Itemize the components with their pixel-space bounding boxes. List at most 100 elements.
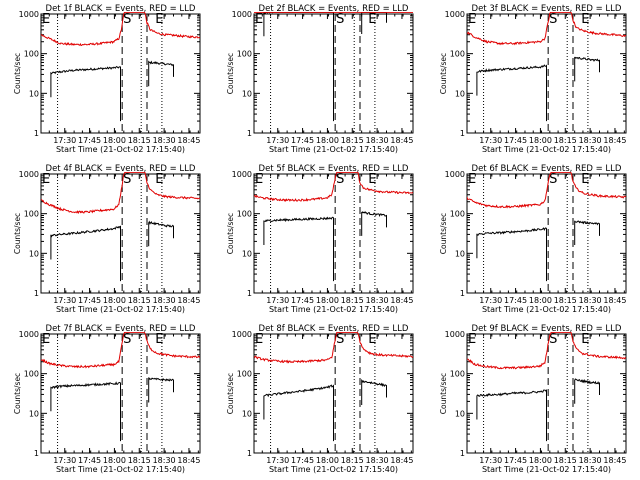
y-tick-label: 10 bbox=[29, 89, 39, 98]
x-tick-label: 18:15 bbox=[341, 456, 364, 465]
end-marker: E bbox=[368, 332, 376, 347]
y-tick-label: 1 bbox=[34, 449, 39, 458]
plot-frame bbox=[253, 173, 414, 294]
plot-frame bbox=[466, 13, 627, 134]
detector-panel-7: Det 7f BLACK = Events, RED = LLD 1 10 100 10… bbox=[13, 324, 201, 474]
end-marker: E bbox=[368, 12, 376, 27]
panel-title: Det 5f BLACK = Events, RED = LLD bbox=[259, 164, 409, 174]
events-line-seg-2 bbox=[574, 56, 600, 82]
x-tick-label: 18:30 bbox=[153, 296, 176, 305]
panel-series bbox=[467, 172, 626, 282]
y-tick-label: 10 bbox=[242, 409, 252, 418]
panel-title: Det 7f BLACK = Events, RED = LLD bbox=[46, 324, 196, 334]
x-tick-label: 18:15 bbox=[554, 456, 577, 465]
detector-panel-9: Det 9f BLACK = Events, RED = LLD 1 10 100 10… bbox=[439, 324, 627, 474]
x-tick-label: 18:15 bbox=[128, 296, 151, 305]
x-tick-label: 17:45 bbox=[504, 456, 527, 465]
end-marker: E bbox=[581, 332, 589, 347]
plot-frame bbox=[466, 333, 627, 454]
x-tick-label: 18:45 bbox=[390, 296, 413, 305]
x-tick-label: 18:00 bbox=[103, 456, 126, 465]
y-tick-label: 10 bbox=[242, 249, 252, 258]
frame-marker-e: E bbox=[42, 332, 50, 347]
frame-marker-e: E bbox=[468, 332, 476, 347]
x-tick-label: 17:30 bbox=[266, 136, 289, 145]
start-marker: S bbox=[549, 12, 557, 27]
panel-series bbox=[254, 172, 413, 282]
x-tick-label: 18:00 bbox=[529, 136, 552, 145]
plot-frame bbox=[466, 173, 627, 294]
x-tick-label: 17:45 bbox=[78, 456, 101, 465]
y-tick-label: 1 bbox=[460, 129, 465, 138]
lld-line-seg-1 bbox=[41, 12, 200, 47]
events-line-seg-1 bbox=[263, 12, 334, 122]
x-tick-label: 17:30 bbox=[266, 456, 289, 465]
x-axis-label: Start Time (21-Oct-02 17:15:40) bbox=[269, 465, 398, 474]
frame-marker-e: E bbox=[468, 12, 476, 27]
frame-marker-e: E bbox=[255, 12, 263, 27]
lld-line-seg-1 bbox=[254, 172, 413, 203]
x-tick-label: 18:45 bbox=[390, 136, 413, 145]
x-tick-label: 17:30 bbox=[479, 136, 502, 145]
start-marker: S bbox=[336, 12, 344, 27]
plot-frame bbox=[40, 333, 201, 454]
y-tick-label: 100 bbox=[450, 50, 465, 59]
events-line-seg-1 bbox=[263, 216, 334, 282]
plot-frame bbox=[40, 173, 201, 294]
x-tick-label: 17:30 bbox=[479, 456, 502, 465]
lld-line-seg-1 bbox=[467, 172, 626, 209]
panel-title: Det 3f BLACK = Events, RED = LLD bbox=[472, 4, 622, 14]
frame-marker-e: E bbox=[42, 12, 50, 27]
x-tick-label: 18:00 bbox=[103, 296, 126, 305]
y-axis-label: Counts/sec bbox=[226, 373, 235, 414]
detector-panel-6: Det 6f BLACK = Events, RED = LLD 1 10 100 10… bbox=[439, 164, 627, 314]
x-tick-label: 18:15 bbox=[128, 136, 151, 145]
x-tick-label: 18:15 bbox=[554, 136, 577, 145]
y-tick-label: 1000 bbox=[232, 170, 252, 179]
y-axis-label: Counts/sec bbox=[226, 53, 235, 94]
start-marker: S bbox=[336, 332, 344, 347]
y-tick-label: 1000 bbox=[19, 10, 39, 19]
panel-title: Det 4f BLACK = Events, RED = LLD bbox=[46, 164, 196, 174]
x-tick-label: 18:45 bbox=[603, 136, 626, 145]
y-tick-label: 1 bbox=[247, 129, 252, 138]
x-tick-label: 18:45 bbox=[603, 456, 626, 465]
y-tick-label: 10 bbox=[455, 89, 465, 98]
panel-series bbox=[41, 12, 200, 122]
plot-frame bbox=[40, 13, 201, 134]
y-axis-label: Counts/sec bbox=[439, 373, 448, 414]
x-axis-label: Start Time (21-Oct-02 17:15:40) bbox=[56, 305, 185, 314]
frame-marker-e: E bbox=[468, 172, 476, 187]
y-tick-label: 1000 bbox=[445, 170, 465, 179]
x-axis-label: Start Time (21-Oct-02 17:15:40) bbox=[56, 145, 185, 154]
panel-series bbox=[254, 12, 413, 122]
x-tick-label: 18:30 bbox=[579, 136, 602, 145]
detector-panel-1: Det 1f BLACK = Events, RED = LLD 1 10 100 10… bbox=[13, 4, 201, 154]
detector-panel-8: Det 8f BLACK = Events, RED = LLD 1 10 100 10… bbox=[226, 324, 414, 474]
start-marker: S bbox=[549, 332, 557, 347]
y-axis-label: Counts/sec bbox=[13, 213, 22, 254]
x-tick-label: 17:45 bbox=[291, 136, 314, 145]
y-tick-label: 1000 bbox=[445, 10, 465, 19]
y-tick-label: 100 bbox=[237, 370, 252, 379]
x-tick-label: 18:30 bbox=[366, 136, 389, 145]
plot-frame bbox=[253, 333, 414, 454]
x-tick-label: 18:00 bbox=[316, 136, 339, 145]
events-line-seg-2 bbox=[148, 220, 174, 247]
events-line-seg-1 bbox=[263, 384, 334, 442]
x-tick-label: 18:15 bbox=[341, 296, 364, 305]
start-marker: S bbox=[123, 12, 131, 27]
x-tick-label: 18:30 bbox=[366, 296, 389, 305]
y-tick-label: 10 bbox=[242, 89, 252, 98]
x-axis-label: Start Time (21-Oct-02 17:15:40) bbox=[269, 145, 398, 154]
x-tick-label: 18:30 bbox=[366, 456, 389, 465]
x-tick-label: 18:45 bbox=[177, 456, 200, 465]
x-tick-label: 18:30 bbox=[153, 136, 176, 145]
events-line-seg-2 bbox=[574, 378, 600, 404]
events-line-seg-1 bbox=[476, 227, 547, 282]
x-tick-label: 17:45 bbox=[504, 296, 527, 305]
x-axis-label: Start Time (21-Oct-02 17:15:40) bbox=[482, 465, 611, 474]
y-tick-label: 1000 bbox=[232, 330, 252, 339]
y-tick-label: 10 bbox=[455, 249, 465, 258]
